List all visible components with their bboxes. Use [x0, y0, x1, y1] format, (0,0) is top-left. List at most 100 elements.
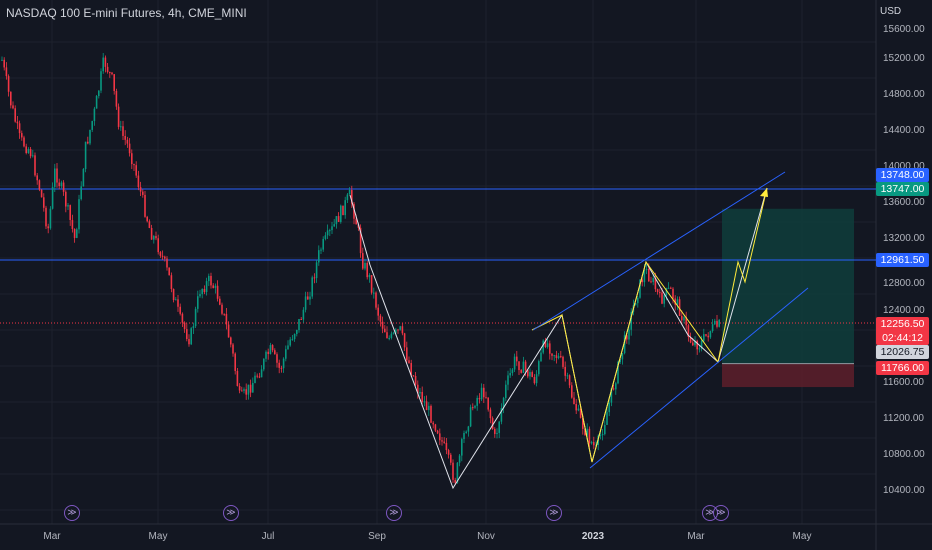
candle-body	[692, 342, 694, 346]
candle-body	[461, 439, 463, 456]
candle-body	[128, 143, 131, 154]
candle-body	[65, 191, 67, 207]
candle-body	[111, 72, 113, 75]
candle-body	[139, 187, 142, 192]
candle-body	[346, 194, 349, 201]
candle-body	[480, 387, 483, 400]
candle-body	[575, 404, 577, 411]
candle-body	[375, 292, 377, 308]
candle-body	[157, 238, 159, 253]
candle-body	[392, 332, 395, 334]
candle-body	[564, 366, 566, 376]
candle-body	[214, 285, 217, 288]
candle-body	[703, 334, 705, 341]
candle-body	[168, 267, 170, 276]
economic-event-icon[interactable]: ≫	[546, 505, 562, 521]
candle-body	[434, 424, 437, 431]
candle-body	[170, 275, 173, 289]
candle-body	[709, 331, 712, 338]
candle-body	[674, 298, 676, 305]
candle-body	[10, 91, 12, 106]
candle-body	[469, 407, 472, 427]
candle-body	[285, 349, 287, 359]
candle-body	[32, 155, 34, 157]
candle-body	[293, 333, 296, 340]
position-zones	[722, 208, 854, 388]
candle-body	[377, 307, 379, 316]
candle-body	[571, 385, 573, 398]
candle-body	[364, 262, 366, 269]
candle-body	[60, 182, 63, 187]
candle-body	[612, 388, 615, 390]
drawing-tools[interactable]	[349, 171, 809, 490]
candle-body	[115, 91, 118, 107]
candle-body	[368, 274, 371, 278]
last-price-value: 12256.50	[880, 318, 925, 330]
candle-body	[458, 455, 461, 463]
candle-body	[588, 428, 591, 444]
candle-body	[201, 288, 203, 295]
candle-body	[406, 347, 408, 361]
horizontal-lines[interactable]	[0, 188, 876, 324]
candle-body	[542, 340, 544, 353]
candle-body	[456, 462, 459, 483]
candle-body	[278, 362, 280, 368]
yellow-projection-pattern	[531, 187, 768, 463]
economic-event-icon[interactable]: ≫	[223, 505, 239, 521]
candle-body	[150, 227, 153, 240]
candle-body	[351, 190, 353, 204]
candle-body	[126, 139, 129, 144]
economic-event-icon[interactable]: ≫	[713, 505, 729, 521]
candle-body	[82, 169, 85, 187]
candle-body	[54, 168, 56, 187]
candle-body	[467, 426, 470, 432]
candle-body	[1, 59, 3, 61]
candle-body	[247, 384, 250, 395]
candle-body	[287, 345, 289, 350]
economic-event-icon[interactable]: ≫	[386, 505, 402, 521]
candle-body	[555, 355, 558, 359]
price-tick: 11200.00	[883, 413, 924, 424]
candle-body	[25, 146, 27, 153]
candle-body	[232, 344, 234, 354]
candle-body	[359, 227, 362, 254]
candle-body	[166, 258, 168, 268]
candle-body	[408, 360, 410, 364]
candle-body	[324, 235, 327, 239]
candle-body	[549, 343, 551, 354]
candle-body	[615, 383, 617, 390]
candle-body	[318, 250, 320, 263]
candle-body	[641, 279, 643, 283]
candle-body	[518, 361, 520, 371]
candle-body	[659, 292, 661, 294]
candle-body	[199, 294, 201, 297]
candle-body	[573, 397, 575, 405]
candle-body	[527, 370, 529, 377]
candle-body	[529, 372, 531, 377]
candle-body	[531, 372, 533, 378]
economic-event-icon[interactable]: ≫	[64, 505, 80, 521]
candle-body	[212, 285, 214, 288]
candle-body	[192, 326, 195, 329]
candle-body	[590, 442, 593, 444]
candle-body	[89, 129, 91, 144]
candle-body	[181, 313, 184, 323]
candle-body	[516, 356, 518, 362]
candle-body	[51, 186, 54, 209]
candle-body	[260, 369, 263, 378]
candle-body	[485, 397, 487, 399]
candle-body	[155, 236, 157, 239]
bar-countdown: 02:44:12	[882, 332, 923, 344]
candle-body	[289, 339, 291, 346]
candle-body	[417, 384, 419, 394]
resistance-level-tag: 12961.50	[876, 253, 929, 267]
candle-body	[274, 350, 276, 355]
candle-body	[428, 405, 430, 411]
candle-body	[683, 317, 685, 321]
candle-body	[304, 296, 307, 310]
candle-body	[210, 275, 212, 286]
candle-body	[78, 199, 80, 230]
candle-body	[234, 353, 236, 371]
